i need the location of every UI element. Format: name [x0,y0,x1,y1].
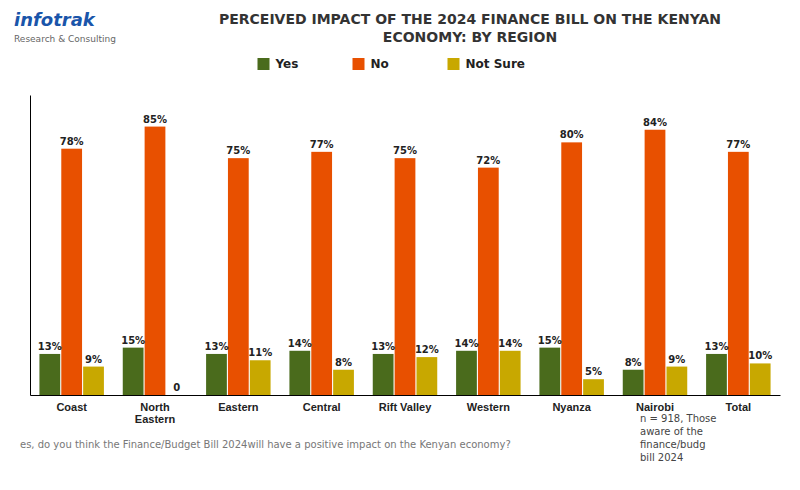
title: PERCEIVED IMPACT OF THE 2024 FINANCE BIL… [219,11,721,45]
data-label: 15% [538,335,562,346]
data-label: 77% [726,139,750,150]
bar [250,360,271,395]
data-label: 15% [121,335,145,346]
bar [395,158,416,395]
data-label: 14% [498,338,522,349]
x-tick-label: Coast [56,401,87,413]
x-tick-label: Nyanza [552,401,591,413]
data-label: 13% [371,341,395,352]
bar [500,351,521,395]
data-label: 84% [643,117,667,128]
data-label: 78% [60,136,84,147]
data-label: 77% [310,139,334,150]
x-tick: Nyanza [552,401,591,413]
x-tick: Total [726,401,751,413]
legend-label: No [371,57,389,71]
bar [561,142,582,395]
data-label: 11% [248,347,272,358]
footnote: es, do you think the Finance/Budget Bill… [20,439,511,450]
bar [539,348,560,395]
x-tick: Central [303,401,341,413]
bar [83,367,104,395]
bar [666,367,687,395]
data-label: 75% [393,145,417,156]
x-tick: Coast [56,401,87,413]
legend-item: Not Sure [448,57,525,71]
legend: Yes No Not Sure [258,57,525,71]
logo-text: infotrak [14,9,96,30]
x-tick-label: Nairobi [636,401,674,413]
x-tick-label: Total [726,401,751,413]
bar [166,395,187,396]
legend-swatch [258,58,270,70]
legend-label: Not Sure [466,57,525,71]
data-label: 0 [173,382,180,393]
bar [416,357,437,395]
x-tick-label: Eastern [218,401,259,413]
x-axis-line [31,395,781,396]
bar [706,354,727,395]
data-label: 75% [226,145,250,156]
data-label: 85% [143,114,167,125]
legend-item: Yes [258,57,299,71]
data-label: 13% [205,341,229,352]
legend-item: No [353,57,389,71]
bar [228,158,249,395]
data-label: 9% [85,354,102,365]
bar [456,351,477,395]
data-label: 72% [476,155,500,166]
bar [123,348,144,395]
x-tick: NorthEastern [135,401,176,425]
data-label: 9% [668,354,685,365]
x-tick: Rift Valley [379,401,432,413]
x-tick-label: NorthEastern [135,401,176,425]
x-tick: Western [467,401,510,413]
bar [583,379,604,395]
x-tick: Nairobi [636,401,674,413]
bar [333,370,354,395]
bar [61,149,82,395]
x-axis: Coast NorthEastern Eastern Central Rift Vall… [31,396,781,425]
data-label: 12% [415,344,439,355]
data-label: 10% [748,350,772,361]
data-label: 13% [38,341,62,352]
x-tick-label: Western [467,401,510,413]
bar [206,354,227,395]
data-label: 13% [705,341,729,352]
bar [645,130,666,395]
bar [289,351,310,395]
bar [311,152,332,395]
chart: infotrak Research & Consulting PERCEIVED I… [0,0,800,490]
bar [728,152,749,395]
y-axis-line [30,96,31,396]
bar [373,354,394,395]
legend-label: Yes [275,57,299,71]
data-label: 14% [288,338,312,349]
data-label: 14% [455,338,479,349]
data-label: 80% [560,129,584,140]
bar [750,363,771,395]
x-tick-label: Rift Valley [379,401,432,413]
data-label: 8% [335,357,352,368]
legend-swatch [448,58,460,70]
data-label: 5% [585,366,602,377]
footnote: n = 918, Thoseaware of thefinance/budgbi… [640,413,716,463]
bar [623,370,644,395]
data-labels: 13% 15% 13% 14% 13% 14% 15% 8% 13% 78% 85% 75% 77% 75… [38,114,772,393]
data-label: 8% [625,357,642,368]
y-axis [30,96,31,396]
bar [145,127,166,395]
logo-subtext: Research & Consulting [14,34,116,44]
x-tick: Eastern [218,401,259,413]
x-tick-label: Central [303,401,341,413]
bar [478,168,499,395]
bars [39,127,770,395]
legend-swatch [353,58,365,70]
bar [39,354,60,395]
